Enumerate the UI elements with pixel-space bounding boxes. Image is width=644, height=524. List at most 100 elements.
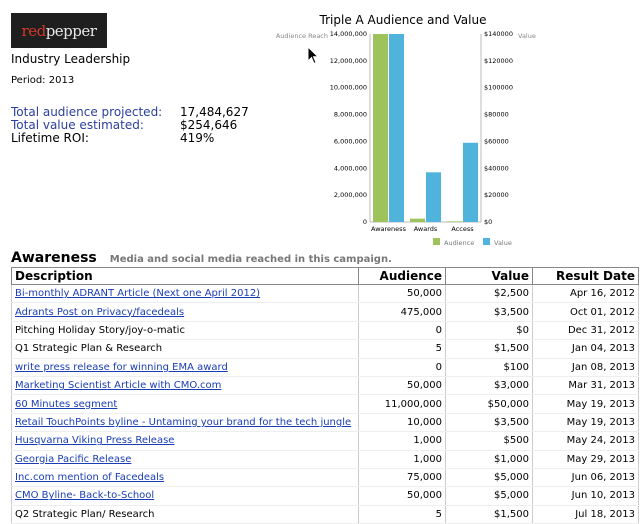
row-result-date: Mar 31, 2013 bbox=[532, 376, 639, 396]
row-audience: 5 bbox=[358, 505, 446, 524]
period-label: Period: 2013 bbox=[11, 75, 75, 86]
summary-stats: Total audience projected: 17,484,627 Tot… bbox=[11, 106, 249, 145]
right-tick-label: $60000 bbox=[484, 137, 509, 145]
stat-label: Total value estimated: bbox=[11, 118, 144, 132]
row-value: $500 bbox=[445, 431, 533, 451]
logo-pepper-text: pepper bbox=[45, 21, 97, 40]
mouse-cursor-icon bbox=[307, 45, 320, 69]
right-tick-label: $100000 bbox=[484, 84, 513, 92]
legend-label-audience: Audience bbox=[444, 239, 474, 247]
row-description: 60 Minutes segment bbox=[11, 394, 359, 414]
row-description: Q2 Strategic Plan/ Research bbox=[11, 505, 359, 524]
left-tick-label: 2,000,000 bbox=[334, 191, 367, 199]
row-audience: 10,000 bbox=[358, 413, 446, 433]
table-row: write press release for winning EMA awar… bbox=[11, 358, 639, 377]
row-value: $2,500 bbox=[445, 284, 533, 304]
left-tick-label: 8,000,000 bbox=[334, 111, 367, 119]
row-description-link[interactable]: Husqvarna Viking Press Release bbox=[15, 435, 175, 447]
row-value: $0 bbox=[445, 321, 533, 341]
category-label: Awareness bbox=[371, 225, 407, 233]
bar-value-awards bbox=[426, 172, 441, 222]
legend-swatch-audience bbox=[433, 238, 440, 245]
row-description-link[interactable]: Retail TouchPoints byline - Untaming you… bbox=[15, 416, 352, 428]
row-result-date: May 24, 2013 bbox=[532, 431, 639, 451]
left-tick-label: 6,000,000 bbox=[334, 137, 367, 145]
right-tick-label: $140000 bbox=[484, 30, 513, 38]
row-value: $1,500 bbox=[445, 339, 533, 359]
row-value: $5,000 bbox=[445, 486, 533, 506]
row-result-date: May 29, 2013 bbox=[532, 450, 639, 469]
row-description: Q1 Strategic Plan & Research bbox=[11, 339, 359, 359]
bar-audience-awards bbox=[410, 218, 425, 222]
row-description: Bi-monthly ADRANT Article (Next one Apri… bbox=[11, 284, 359, 304]
row-description-link[interactable]: Georgia Pacific Release bbox=[15, 453, 132, 465]
stat-label: Total audience projected: bbox=[11, 105, 163, 119]
category-label: Awards bbox=[414, 225, 438, 233]
column-header-value: Value bbox=[445, 267, 533, 285]
table-row: Q1 Strategic Plan & Research 5 $1,500 Jan 0… bbox=[11, 339, 639, 359]
row-description-link[interactable]: write press release for winning EMA awar… bbox=[15, 361, 228, 373]
table-row: Inc.com mention of Facedeals 75,000 $5,000… bbox=[11, 468, 639, 488]
row-description-link[interactable]: 60 Minutes segment bbox=[15, 398, 118, 410]
row-result-date: Jul 18, 2013 bbox=[532, 505, 639, 524]
row-audience: 75,000 bbox=[358, 468, 446, 488]
row-result-date: May 19, 2013 bbox=[532, 413, 639, 433]
row-audience: 50,000 bbox=[358, 376, 446, 396]
table-row: Bi-monthly ADRANT Article (Next one Apri… bbox=[11, 284, 639, 304]
left-axis-label: Audience Reach bbox=[276, 32, 328, 40]
logo-red-text: red bbox=[21, 21, 47, 40]
legend-swatch-value bbox=[483, 238, 490, 245]
chart-svg: Triple A Audience and Value Audience Reac… bbox=[276, 13, 536, 247]
awareness-section-header: Awareness Media and social media reached… bbox=[11, 250, 392, 266]
row-result-date: Jan 04, 2013 bbox=[532, 339, 639, 359]
column-header-result-date: Result Date bbox=[532, 267, 639, 285]
audience-value-chart: Triple A Audience and Value Audience Reac… bbox=[268, 12, 538, 252]
category-label: Access bbox=[451, 225, 474, 233]
row-audience: 475,000 bbox=[358, 302, 446, 322]
bar-value-awareness bbox=[389, 34, 404, 222]
row-description: Inc.com mention of Facedeals bbox=[11, 468, 359, 488]
stat-value: 419% bbox=[180, 131, 215, 145]
table-body: Bi-monthly ADRANT Article (Next one Apri… bbox=[11, 284, 639, 524]
row-audience: 50,000 bbox=[358, 284, 446, 304]
row-value: $100 bbox=[445, 358, 533, 377]
row-description: write press release for winning EMA awar… bbox=[11, 358, 359, 377]
row-description-link[interactable]: Bi-monthly ADRANT Article (Next one Apri… bbox=[15, 288, 261, 300]
table-row: Q2 Strategic Plan/ Research 5 $1,500 Jul 18… bbox=[11, 505, 639, 524]
awareness-table: Description Audience Value Result Date B… bbox=[11, 267, 639, 524]
row-result-date: Jun 06, 2013 bbox=[532, 468, 639, 488]
row-description-link[interactable]: Adrants Post on Privacy/facedeals bbox=[15, 306, 185, 318]
table-row: CMO Byline- Back-to-School 50,000 $5,000 Ju… bbox=[11, 486, 639, 506]
stat-lifetime-roi: Lifetime ROI: 419% bbox=[11, 132, 249, 145]
row-audience: 0 bbox=[358, 321, 446, 341]
row-description: Retail TouchPoints byline - Untaming you… bbox=[11, 413, 359, 433]
row-value: $1,000 bbox=[445, 450, 533, 469]
left-tick-label: 14,000,000 bbox=[330, 30, 367, 38]
table-row: Husqvarna Viking Press Release 1,000 $500 M… bbox=[11, 431, 639, 451]
row-result-date: Dec 31, 2012 bbox=[532, 321, 639, 341]
row-result-date: Apr 16, 2012 bbox=[532, 284, 639, 304]
row-description-link[interactable]: Inc.com mention of Facedeals bbox=[15, 472, 165, 484]
left-tick-label: 4,000,000 bbox=[334, 164, 367, 172]
right-axis-label: Value bbox=[518, 32, 536, 40]
stat-value: $254,646 bbox=[180, 118, 238, 132]
right-tick-label: $20000 bbox=[484, 191, 509, 199]
row-audience: 0 bbox=[358, 358, 446, 377]
right-tick-label: $40000 bbox=[484, 164, 509, 172]
row-result-date: May 19, 2013 bbox=[532, 394, 639, 414]
row-result-date: Oct 01, 2012 bbox=[532, 302, 639, 322]
row-audience: 50,000 bbox=[358, 486, 446, 506]
row-audience: 1,000 bbox=[358, 450, 446, 469]
row-description-link[interactable]: CMO Byline- Back-to-School bbox=[15, 490, 155, 502]
row-value: $1,500 bbox=[445, 505, 533, 524]
row-description: Georgia Pacific Release bbox=[11, 450, 359, 469]
row-description: Adrants Post on Privacy/facedeals bbox=[11, 302, 359, 322]
table-header-row: Description Audience Value Result Date bbox=[11, 267, 639, 285]
row-description-link[interactable]: Marketing Scientist Article with CMO.com bbox=[15, 380, 222, 392]
table-row: Georgia Pacific Release 1,000 $1,000 May 29… bbox=[11, 450, 639, 469]
row-value: $3,500 bbox=[445, 302, 533, 322]
right-tick-label: $120000 bbox=[484, 57, 513, 65]
section-note: Media and social media reached in this c… bbox=[109, 254, 392, 265]
row-audience: 5 bbox=[358, 339, 446, 359]
row-value: $3,000 bbox=[445, 376, 533, 396]
